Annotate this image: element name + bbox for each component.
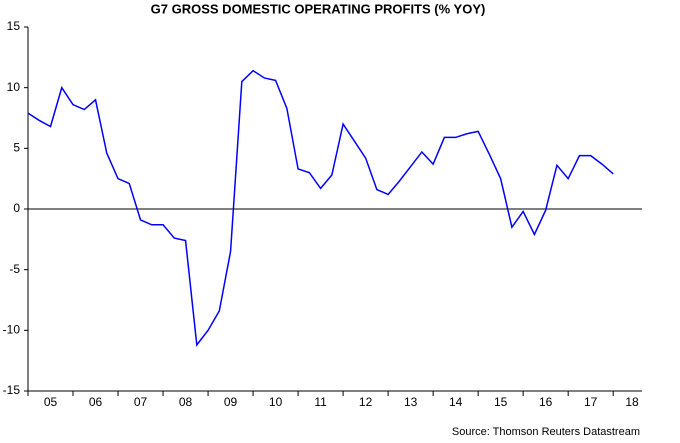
x-tick-label: 18: [625, 395, 639, 409]
y-tick-label: 10: [7, 80, 21, 94]
x-tick-label: 05: [44, 395, 58, 409]
y-tick-label: 15: [7, 19, 21, 33]
x-tick-label: 11: [314, 395, 327, 409]
x-tick-label: 17: [584, 395, 598, 409]
x-tick-label: 09: [224, 395, 238, 409]
x-tick-label: 06: [89, 395, 103, 409]
x-tick-label: 13: [404, 395, 418, 409]
x-tick-label: 07: [134, 395, 148, 409]
y-tick-label: 0: [13, 201, 20, 215]
y-tick-label: -10: [3, 323, 21, 337]
chart-title: G7 GROSS DOMESTIC OPERATING PROFITS (% Y…: [151, 1, 486, 16]
y-tick-label: -15: [3, 383, 21, 397]
x-tick-label: 14: [449, 395, 463, 409]
x-tick-label: 08: [179, 395, 193, 409]
source-note: Source: Thomson Reuters Datastream: [452, 426, 640, 438]
x-tick-label: 12: [359, 395, 373, 409]
data-line: [27, 69, 614, 347]
y-tick-label: -5: [9, 262, 20, 276]
x-tick-label: 10: [269, 395, 283, 409]
x-tick-label: 16: [539, 395, 553, 409]
y-tick-label: 5: [13, 141, 20, 155]
x-tick-label: 15: [494, 395, 508, 409]
